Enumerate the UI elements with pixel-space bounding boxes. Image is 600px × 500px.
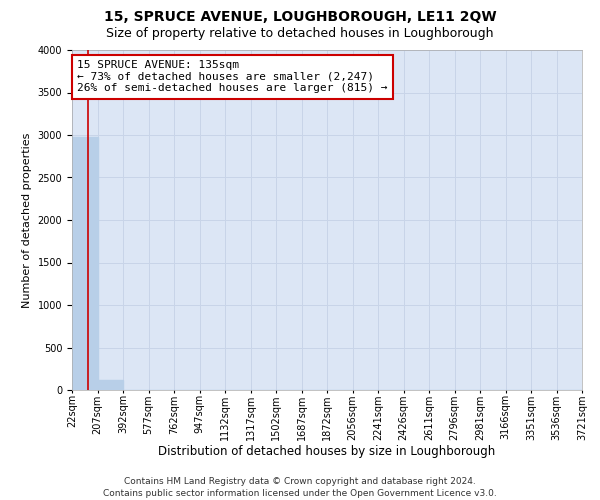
- Bar: [97, 380, 123, 390]
- Text: Contains HM Land Registry data © Crown copyright and database right 2024.
Contai: Contains HM Land Registry data © Crown c…: [103, 476, 497, 498]
- Text: Size of property relative to detached houses in Loughborough: Size of property relative to detached ho…: [106, 28, 494, 40]
- X-axis label: Distribution of detached houses by size in Loughborough: Distribution of detached houses by size …: [158, 445, 496, 458]
- Bar: [72, 136, 97, 390]
- Text: 15 SPRUCE AVENUE: 135sqm
← 73% of detached houses are smaller (2,247)
26% of sem: 15 SPRUCE AVENUE: 135sqm ← 73% of detach…: [77, 60, 388, 94]
- Text: 15, SPRUCE AVENUE, LOUGHBOROUGH, LE11 2QW: 15, SPRUCE AVENUE, LOUGHBOROUGH, LE11 2Q…: [104, 10, 496, 24]
- Y-axis label: Number of detached properties: Number of detached properties: [22, 132, 32, 308]
